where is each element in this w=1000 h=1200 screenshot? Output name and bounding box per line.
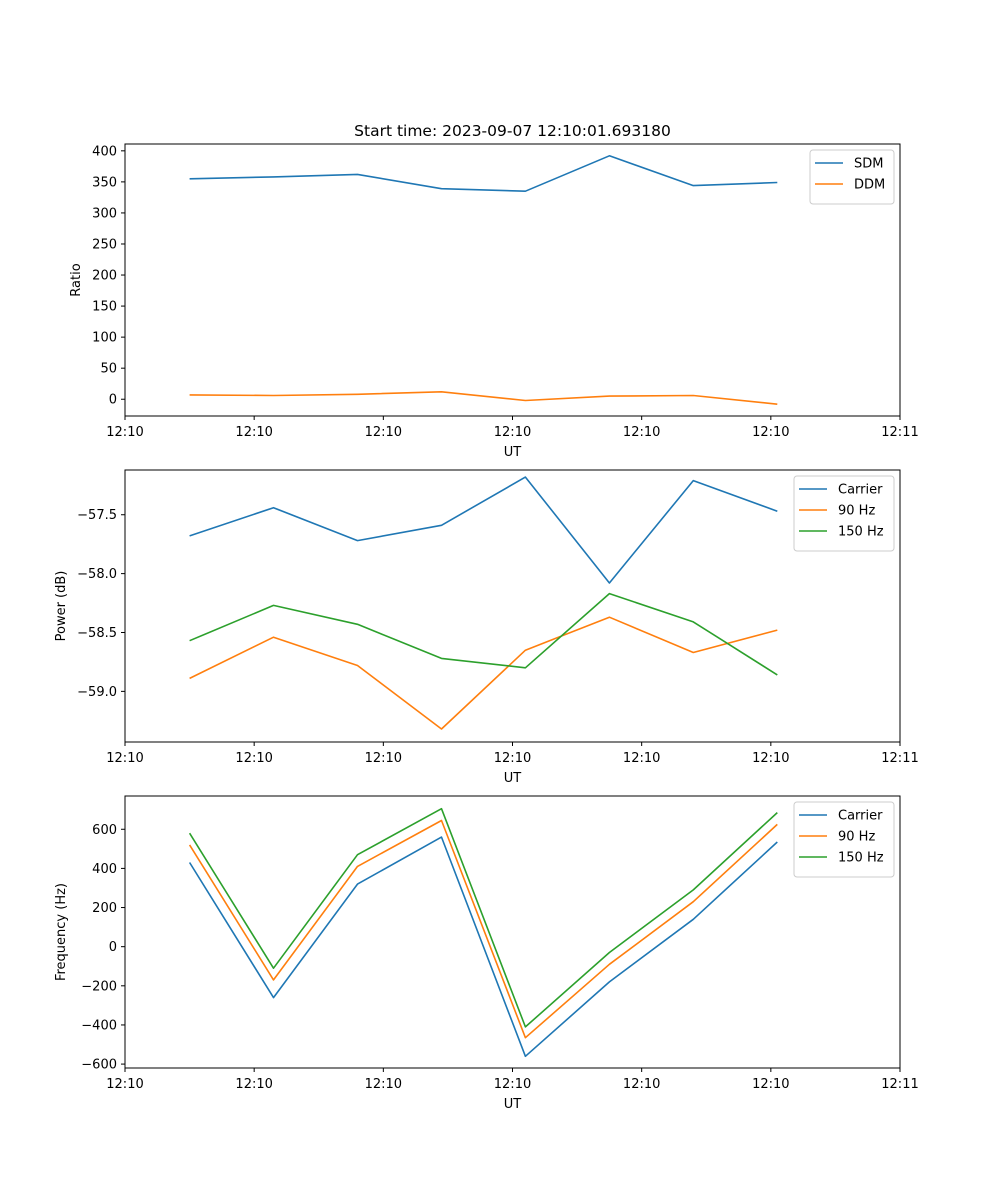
x-tick-label: 12:10: [752, 751, 789, 766]
x-axis-label: UT: [504, 771, 522, 786]
x-tick-label: 12:10: [752, 1077, 789, 1092]
x-tick-label: 12:11: [881, 425, 918, 440]
series-line-150-hz: [189, 592, 778, 676]
legend-label: Carrier: [838, 483, 883, 498]
x-tick-label: 12:10: [494, 425, 531, 440]
series-line-sdm: [189, 155, 778, 192]
x-tick-label: 12:10: [106, 1077, 143, 1092]
legend-label: Carrier: [838, 809, 883, 824]
legend-label: 90 Hz: [838, 830, 875, 845]
legend: Carrier 90 Hz 150 Hz: [793, 801, 895, 878]
x-tick-label: 12:11: [881, 751, 918, 766]
x-tick-label: 12:10: [235, 751, 272, 766]
series-line-90-hz: [188, 819, 778, 1039]
y-tick-label: 0: [109, 940, 117, 955]
chart-2: 12:10 12:10 12:10 12:10 12:10 12:10 12:11 −57.5…: [54, 469, 919, 786]
y-tick-label: 200: [92, 901, 117, 916]
y-tick-label: 150: [92, 300, 117, 315]
x-tick-label: 12:10: [494, 1077, 531, 1092]
x-tick-label: 12:10: [235, 425, 272, 440]
y-tick-label: 600: [92, 823, 117, 838]
x-tick-label: 12:10: [365, 425, 402, 440]
x-tick-label: 12:10: [752, 425, 789, 440]
series-line-ddm: [189, 390, 778, 405]
y-tick-label: −400: [81, 1018, 117, 1033]
y-axis-label: Frequency (Hz): [54, 883, 69, 981]
legend-label: SDM: [854, 157, 883, 172]
x-tick-label: 12:10: [106, 751, 143, 766]
legend-box: [793, 801, 895, 878]
y-tick-label: 0: [109, 393, 117, 408]
x-tick-label: 12:10: [623, 425, 660, 440]
x-axis-label: UT: [504, 445, 522, 460]
x-tick-label: 12:10: [106, 425, 143, 440]
series-line-carrier: [189, 476, 778, 584]
y-tick-label: 400: [92, 144, 117, 159]
legend-label: 90 Hz: [838, 504, 875, 519]
legend-label: 150 Hz: [838, 851, 884, 866]
y-tick-label: 100: [92, 331, 117, 346]
x-tick-label: 12:10: [365, 751, 402, 766]
x-tick-label: 12:10: [365, 1077, 402, 1092]
x-tick-label: 12:10: [494, 751, 531, 766]
y-tick-label: −58.5: [77, 626, 117, 641]
series-line-carrier: [188, 836, 778, 1058]
legend: SDM DDM: [809, 149, 895, 205]
y-tick-label: 200: [92, 269, 117, 284]
x-axis-label: UT: [504, 1097, 522, 1112]
series-line-90-hz: [189, 616, 778, 730]
series-line-150-hz: [188, 807, 778, 1028]
legend-label: DDM: [854, 178, 885, 193]
legend: Carrier 90 Hz 150 Hz: [793, 475, 895, 552]
x-tick-label: 12:10: [623, 751, 660, 766]
y-tick-label: −58.0: [77, 567, 117, 582]
y-axis-label: Ratio: [69, 263, 84, 296]
y-tick-label: −600: [81, 1058, 117, 1073]
legend-label: 150 Hz: [838, 525, 884, 540]
y-tick-label: 250: [92, 237, 117, 252]
x-tick-label: 12:11: [881, 1077, 918, 1092]
y-tick-label: 50: [100, 362, 117, 377]
chart-1: 12:10 12:10 12:10 12:10 12:10 12:10 12:11 0 50 10…: [69, 143, 919, 460]
x-tick-label: 12:10: [623, 1077, 660, 1092]
x-tick-label: 12:10: [235, 1077, 272, 1092]
charts: 12:10 12:10 12:10 12:10 12:10 12:10 12:11 0 50 10…: [54, 143, 919, 1112]
figure-title: Start time: 2023-09-07 12:10:01.693180: [354, 122, 671, 140]
y-tick-label: −57.5: [77, 508, 117, 523]
chart-3: 12:10 12:10 12:10 12:10 12:10 12:10 12:11 600 40…: [54, 795, 919, 1112]
y-axis-label: Power (dB): [54, 571, 69, 642]
y-tick-label: 300: [92, 206, 117, 221]
y-tick-label: 350: [92, 175, 117, 190]
legend-box: [793, 475, 895, 552]
y-tick-label: 400: [92, 862, 117, 877]
y-tick-label: −59.0: [77, 685, 117, 700]
y-tick-label: −200: [81, 979, 117, 994]
